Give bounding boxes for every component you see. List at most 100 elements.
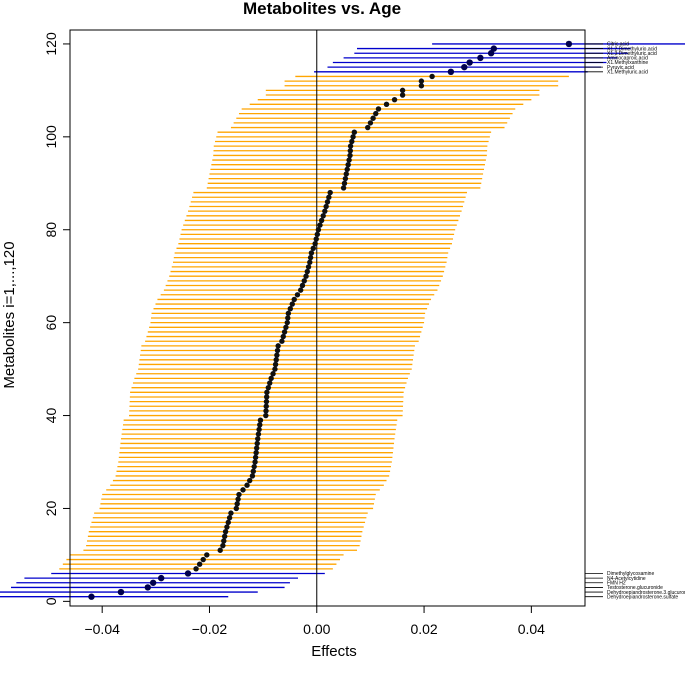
effect-point — [255, 436, 261, 442]
effect-point — [267, 380, 273, 386]
effect-point — [252, 459, 258, 465]
ci-bars-group — [0, 43, 685, 598]
effect-point — [312, 240, 318, 247]
effect-point — [257, 422, 263, 428]
effect-point — [275, 343, 281, 349]
effect-point — [283, 324, 289, 330]
effect-point — [88, 593, 95, 600]
annotation-label: Dehydroepiandrosterone.3.glucuronide — [607, 590, 685, 596]
annotation-label: Pyruvic.acid — [607, 65, 634, 71]
effect-point — [157, 574, 165, 582]
effect-points-group — [88, 40, 573, 600]
effect-point — [447, 68, 455, 76]
x-tick-label: 0.02 — [410, 621, 437, 637]
effect-point — [254, 440, 260, 447]
y-tick-label: 20 — [43, 500, 59, 516]
effect-point — [365, 124, 371, 131]
annotation-label: X1.Methyluric.acid — [607, 70, 648, 76]
effect-point — [251, 463, 257, 470]
effect-point — [391, 96, 398, 103]
annotation-label: Citric.acid — [607, 42, 629, 48]
effect-point — [347, 143, 354, 149]
effect-point — [270, 371, 276, 377]
effect-point — [264, 389, 270, 396]
effect-point — [297, 287, 304, 293]
effect-point — [326, 194, 332, 200]
effect-point — [477, 54, 484, 62]
effect-point — [272, 366, 278, 372]
effect-point — [565, 40, 573, 48]
effect-point — [235, 496, 241, 502]
effect-point — [263, 394, 270, 400]
effect-point — [324, 199, 331, 205]
effect-point — [263, 403, 269, 409]
effect-point — [196, 561, 203, 567]
effect-point — [247, 477, 253, 484]
effect-point — [327, 189, 333, 196]
effect-point — [221, 538, 227, 544]
effect-point — [490, 45, 498, 52]
effect-point — [340, 185, 347, 191]
annotation-label: N4-Acetylcytidine — [607, 576, 646, 582]
annotations-group: Citric.acidX1.2.Dimethylurio.acidX1.3.Di… — [585, 42, 685, 600]
effect-point — [349, 138, 355, 145]
effect-point — [233, 505, 240, 512]
x-axis-label: Effects — [311, 643, 357, 660]
effect-point — [320, 213, 326, 219]
x-tick-label: −0.02 — [192, 621, 228, 637]
effect-point — [225, 519, 231, 526]
effect-point — [344, 166, 350, 173]
effect-point — [342, 175, 349, 182]
effect-point — [249, 473, 256, 479]
effect-point — [273, 357, 279, 363]
effect-point — [418, 83, 425, 89]
effect-point — [308, 250, 315, 256]
effect-point — [294, 292, 301, 298]
effect-point — [240, 487, 246, 493]
effect-point — [263, 398, 270, 405]
effect-point — [274, 352, 280, 358]
effect-point — [285, 315, 291, 321]
effect-point — [279, 338, 285, 344]
effect-point — [144, 584, 151, 591]
effect-point — [304, 268, 310, 275]
effect-point — [221, 533, 228, 540]
effect-point — [255, 431, 262, 437]
effect-point — [272, 361, 279, 368]
annotation-label: Aminocaproic.acid — [607, 56, 648, 62]
effect-point — [117, 588, 125, 596]
effect-point — [149, 579, 157, 586]
effect-point — [317, 222, 323, 228]
effect-point — [217, 547, 223, 553]
effect-point — [367, 120, 374, 126]
axes-group: −0.04 −0.02 0.00 0.02 0.04 0 20 40 60 80 100 120 — [43, 29, 586, 637]
effect-point — [228, 510, 234, 516]
effect-point — [244, 482, 250, 488]
effect-point — [289, 301, 295, 307]
annotation-label: Dehydroepiandrosterone.sulfate — [607, 594, 678, 600]
effect-point — [184, 570, 192, 577]
effect-point — [399, 92, 406, 98]
effect-point — [224, 524, 230, 530]
effect-point — [263, 408, 269, 414]
effect-point — [263, 412, 269, 419]
effect-point — [257, 417, 264, 423]
effect-point — [291, 296, 297, 303]
effect-point — [323, 203, 329, 210]
effect-point — [253, 445, 260, 451]
annotation-label: FMN H2 — [607, 580, 626, 586]
effect-point — [234, 501, 240, 507]
effect-point — [461, 63, 468, 71]
effect-point — [285, 310, 292, 317]
effect-point — [318, 217, 325, 224]
effect-point — [265, 384, 272, 391]
effect-point — [351, 129, 358, 135]
effect-point — [310, 245, 316, 252]
y-axis-label: Metabolites i=1,...,120 — [1, 241, 18, 388]
effect-point — [236, 491, 242, 498]
effect-point — [252, 454, 259, 461]
effect-point — [268, 375, 274, 382]
chart-title: Metabolites vs. Age — [243, 0, 401, 18]
effect-point — [281, 329, 288, 335]
